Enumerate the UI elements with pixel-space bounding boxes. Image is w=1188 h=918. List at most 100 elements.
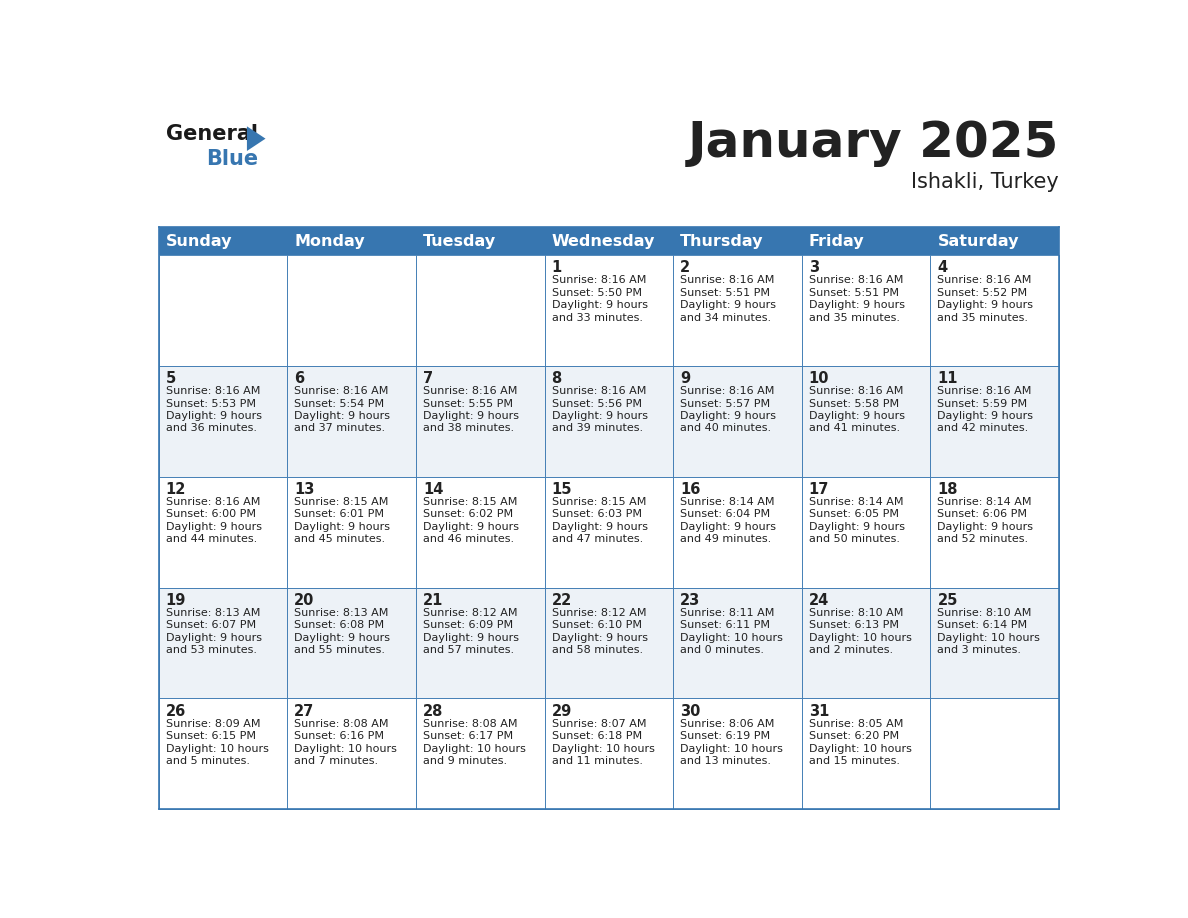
Text: Sunday: Sunday <box>165 233 232 249</box>
Text: Sunrise: 8:16 AM
Sunset: 5:51 PM
Daylight: 9 hours
and 34 minutes.: Sunrise: 8:16 AM Sunset: 5:51 PM Dayligh… <box>681 275 776 322</box>
Text: 18: 18 <box>937 482 958 497</box>
Bar <box>544 255 674 365</box>
Text: 22: 22 <box>551 593 571 608</box>
Text: Sunrise: 8:16 AM
Sunset: 5:51 PM
Daylight: 9 hours
and 35 minutes.: Sunrise: 8:16 AM Sunset: 5:51 PM Dayligh… <box>809 275 905 322</box>
Text: 21: 21 <box>423 593 443 608</box>
Bar <box>802 365 930 476</box>
Bar <box>802 255 930 365</box>
Text: Wednesday: Wednesday <box>551 233 655 249</box>
Text: Sunrise: 8:11 AM
Sunset: 6:11 PM
Daylight: 10 hours
and 0 minutes.: Sunrise: 8:11 AM Sunset: 6:11 PM Dayligh… <box>681 608 783 655</box>
Bar <box>158 365 287 476</box>
Text: 1: 1 <box>551 261 562 275</box>
Text: 14: 14 <box>423 482 443 497</box>
Text: Sunrise: 8:13 AM
Sunset: 6:08 PM
Daylight: 9 hours
and 55 minutes.: Sunrise: 8:13 AM Sunset: 6:08 PM Dayligh… <box>295 608 390 655</box>
Text: Sunrise: 8:16 AM
Sunset: 5:54 PM
Daylight: 9 hours
and 37 minutes.: Sunrise: 8:16 AM Sunset: 5:54 PM Dayligh… <box>295 386 390 433</box>
Text: Ishakli, Turkey: Ishakli, Turkey <box>911 172 1060 192</box>
Bar <box>544 699 674 810</box>
Bar <box>544 227 674 255</box>
Bar <box>674 255 802 365</box>
Bar <box>416 699 544 810</box>
Text: Sunrise: 8:16 AM
Sunset: 5:55 PM
Daylight: 9 hours
and 38 minutes.: Sunrise: 8:16 AM Sunset: 5:55 PM Dayligh… <box>423 386 519 433</box>
Bar <box>416 588 544 699</box>
Text: 11: 11 <box>937 371 958 386</box>
Text: Sunrise: 8:09 AM
Sunset: 6:15 PM
Daylight: 10 hours
and 5 minutes.: Sunrise: 8:09 AM Sunset: 6:15 PM Dayligh… <box>165 719 268 766</box>
Text: Saturday: Saturday <box>937 233 1019 249</box>
Text: Sunrise: 8:15 AM
Sunset: 6:02 PM
Daylight: 9 hours
and 46 minutes.: Sunrise: 8:15 AM Sunset: 6:02 PM Dayligh… <box>423 497 519 544</box>
Bar <box>287 255 416 365</box>
Bar <box>930 699 1060 810</box>
Bar <box>158 227 287 255</box>
Text: 4: 4 <box>937 261 948 275</box>
Text: 25: 25 <box>937 593 958 608</box>
Text: Sunrise: 8:08 AM
Sunset: 6:17 PM
Daylight: 10 hours
and 9 minutes.: Sunrise: 8:08 AM Sunset: 6:17 PM Dayligh… <box>423 719 526 766</box>
Text: Monday: Monday <box>295 233 365 249</box>
Bar <box>930 588 1060 699</box>
Text: 8: 8 <box>551 371 562 386</box>
Bar <box>416 365 544 476</box>
Text: 29: 29 <box>551 704 571 719</box>
Bar <box>802 588 930 699</box>
Bar <box>544 365 674 476</box>
Text: 30: 30 <box>681 704 701 719</box>
Text: January 2025: January 2025 <box>688 119 1060 167</box>
Text: Sunrise: 8:16 AM
Sunset: 5:56 PM
Daylight: 9 hours
and 39 minutes.: Sunrise: 8:16 AM Sunset: 5:56 PM Dayligh… <box>551 386 647 433</box>
Text: Sunrise: 8:16 AM
Sunset: 5:50 PM
Daylight: 9 hours
and 33 minutes.: Sunrise: 8:16 AM Sunset: 5:50 PM Dayligh… <box>551 275 647 322</box>
Text: Sunrise: 8:16 AM
Sunset: 5:59 PM
Daylight: 9 hours
and 42 minutes.: Sunrise: 8:16 AM Sunset: 5:59 PM Dayligh… <box>937 386 1034 433</box>
Text: Thursday: Thursday <box>681 233 764 249</box>
Text: Tuesday: Tuesday <box>423 233 495 249</box>
Text: Friday: Friday <box>809 233 865 249</box>
Text: 9: 9 <box>681 371 690 386</box>
Bar <box>416 476 544 588</box>
Text: 10: 10 <box>809 371 829 386</box>
Bar <box>544 588 674 699</box>
Bar <box>287 476 416 588</box>
Text: 16: 16 <box>681 482 701 497</box>
Text: Sunrise: 8:13 AM
Sunset: 6:07 PM
Daylight: 9 hours
and 53 minutes.: Sunrise: 8:13 AM Sunset: 6:07 PM Dayligh… <box>165 608 261 655</box>
Text: 23: 23 <box>681 593 701 608</box>
Text: Sunrise: 8:14 AM
Sunset: 6:06 PM
Daylight: 9 hours
and 52 minutes.: Sunrise: 8:14 AM Sunset: 6:06 PM Dayligh… <box>937 497 1034 544</box>
Text: Sunrise: 8:16 AM
Sunset: 5:57 PM
Daylight: 9 hours
and 40 minutes.: Sunrise: 8:16 AM Sunset: 5:57 PM Dayligh… <box>681 386 776 433</box>
Bar <box>287 365 416 476</box>
Text: Sunrise: 8:05 AM
Sunset: 6:20 PM
Daylight: 10 hours
and 15 minutes.: Sunrise: 8:05 AM Sunset: 6:20 PM Dayligh… <box>809 719 911 766</box>
Bar <box>158 699 287 810</box>
Bar <box>158 588 287 699</box>
Bar <box>544 476 674 588</box>
Text: Sunrise: 8:14 AM
Sunset: 6:05 PM
Daylight: 9 hours
and 50 minutes.: Sunrise: 8:14 AM Sunset: 6:05 PM Dayligh… <box>809 497 905 544</box>
Bar <box>674 365 802 476</box>
Text: Sunrise: 8:06 AM
Sunset: 6:19 PM
Daylight: 10 hours
and 13 minutes.: Sunrise: 8:06 AM Sunset: 6:19 PM Dayligh… <box>681 719 783 766</box>
Text: Sunrise: 8:15 AM
Sunset: 6:01 PM
Daylight: 9 hours
and 45 minutes.: Sunrise: 8:15 AM Sunset: 6:01 PM Dayligh… <box>295 497 390 544</box>
Bar <box>674 588 802 699</box>
Text: 20: 20 <box>295 593 315 608</box>
Bar <box>930 476 1060 588</box>
Text: 3: 3 <box>809 261 819 275</box>
Bar <box>802 476 930 588</box>
Text: Sunrise: 8:07 AM
Sunset: 6:18 PM
Daylight: 10 hours
and 11 minutes.: Sunrise: 8:07 AM Sunset: 6:18 PM Dayligh… <box>551 719 655 766</box>
Bar <box>930 255 1060 365</box>
Bar <box>287 699 416 810</box>
Bar <box>674 699 802 810</box>
Polygon shape <box>247 127 266 151</box>
Text: 24: 24 <box>809 593 829 608</box>
Text: 12: 12 <box>165 482 187 497</box>
Text: Sunrise: 8:14 AM
Sunset: 6:04 PM
Daylight: 9 hours
and 49 minutes.: Sunrise: 8:14 AM Sunset: 6:04 PM Dayligh… <box>681 497 776 544</box>
Bar <box>158 255 287 365</box>
Bar <box>287 227 416 255</box>
Text: Sunrise: 8:15 AM
Sunset: 6:03 PM
Daylight: 9 hours
and 47 minutes.: Sunrise: 8:15 AM Sunset: 6:03 PM Dayligh… <box>551 497 647 544</box>
Text: Sunrise: 8:16 AM
Sunset: 6:00 PM
Daylight: 9 hours
and 44 minutes.: Sunrise: 8:16 AM Sunset: 6:00 PM Dayligh… <box>165 497 261 544</box>
Bar <box>802 227 930 255</box>
Text: 26: 26 <box>165 704 185 719</box>
Bar <box>416 227 544 255</box>
Text: 6: 6 <box>295 371 304 386</box>
Text: 7: 7 <box>423 371 432 386</box>
Text: Sunrise: 8:10 AM
Sunset: 6:14 PM
Daylight: 10 hours
and 3 minutes.: Sunrise: 8:10 AM Sunset: 6:14 PM Dayligh… <box>937 608 1041 655</box>
Text: 2: 2 <box>681 261 690 275</box>
Text: Sunrise: 8:16 AM
Sunset: 5:58 PM
Daylight: 9 hours
and 41 minutes.: Sunrise: 8:16 AM Sunset: 5:58 PM Dayligh… <box>809 386 905 433</box>
Text: 17: 17 <box>809 482 829 497</box>
Text: Sunrise: 8:16 AM
Sunset: 5:52 PM
Daylight: 9 hours
and 35 minutes.: Sunrise: 8:16 AM Sunset: 5:52 PM Dayligh… <box>937 275 1034 322</box>
Text: Sunrise: 8:10 AM
Sunset: 6:13 PM
Daylight: 10 hours
and 2 minutes.: Sunrise: 8:10 AM Sunset: 6:13 PM Dayligh… <box>809 608 911 655</box>
Bar <box>287 588 416 699</box>
Text: Blue: Blue <box>206 150 258 170</box>
Text: 13: 13 <box>295 482 315 497</box>
Bar <box>930 365 1060 476</box>
Text: General: General <box>165 124 258 144</box>
